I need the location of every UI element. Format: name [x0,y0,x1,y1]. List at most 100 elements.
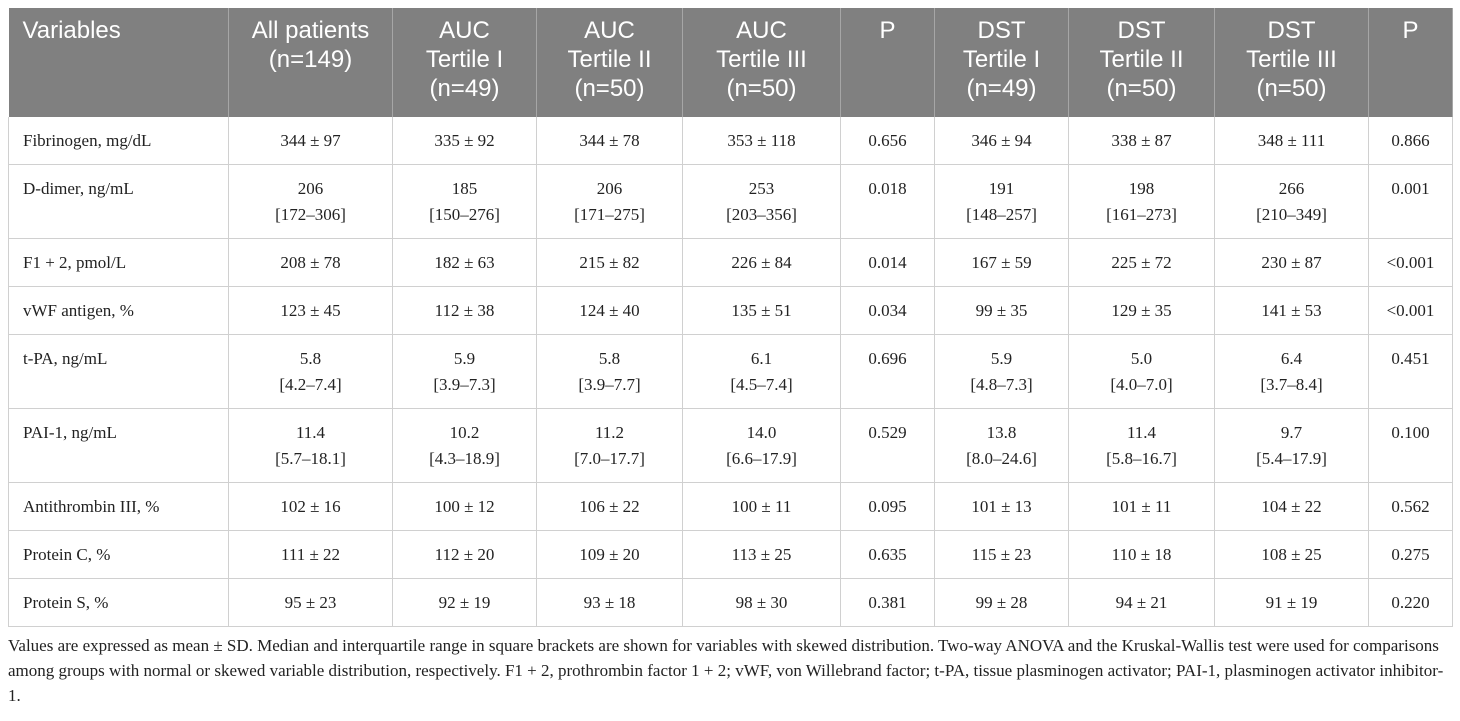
cell: 102 ± 16 [228,482,393,531]
cell-line: [4.3–18.9] [429,449,500,468]
cell-line: (n=50) [1256,75,1327,102]
row-label: Protein C, % [8,530,229,579]
cell-line: Tertile I [425,46,504,73]
header-row: Variables All patients (n=149) AUC Tertile I… [8,8,1453,117]
cell: 338 ± 87 [1068,117,1215,165]
row-label: t-PA, ng/mL [8,334,229,409]
cell-line: [3.9–7.3] [433,375,496,394]
cell: 101 ± 11 [1068,482,1215,531]
cell: 198 [161–273] [1068,164,1215,239]
cell: 13.8 [8.0–24.6] [934,408,1069,483]
cell: 100 ± 12 [392,482,537,531]
cell: 0.014 [840,238,935,287]
cell: 0.100 [1368,408,1453,483]
cell-line: [4.2–7.4] [279,375,342,394]
cell-line: Tertile II [1099,46,1184,73]
cell-line: 11.2 [594,423,625,442]
cell: 346 ± 94 [934,117,1069,165]
cell: <0.001 [1368,286,1453,335]
data-table: Variables All patients (n=149) AUC Tertile I… [8,8,1453,627]
cell: <0.001 [1368,238,1453,287]
cell-line: [161–273] [1106,205,1177,224]
cell-line: 185 [451,179,478,198]
cell-line: [3.9–7.7] [578,375,641,394]
cell: 11.2 [7.0–17.7] [536,408,683,483]
table-row: D-dimer, ng/mL 206 [172–306] 185 [150–276] 20… [8,164,1453,239]
cell: 0.275 [1368,530,1453,579]
cell: 91 ± 19 [1214,578,1369,627]
cell-line: Tertile I [962,46,1041,73]
cell: 135 ± 51 [682,286,841,335]
cell: 106 ± 22 [536,482,683,531]
header-cell: AUC Tertile III (n=50) [682,8,841,117]
cell: 9.7 [5.4–17.9] [1214,408,1369,483]
cell: 344 ± 97 [228,117,393,165]
cell-line: All patients [251,17,370,44]
cell: 6.4 [3.7–8.4] [1214,334,1369,409]
cell: 104 ± 22 [1214,482,1369,531]
cell-line: Tertile III [1246,46,1337,73]
cell-line: 5.8 [598,349,621,368]
header-cell: All patients (n=149) [228,8,393,117]
table-body: Fibrinogen, mg/dL 344 ± 97 335 ± 92 344 ± 7… [8,117,1453,627]
cell-line: 11.4 [1126,423,1157,442]
cell-line: [203–356] [726,205,797,224]
cell-line: 5.8 [299,349,322,368]
cell: 6.1 [4.5–7.4] [682,334,841,409]
cell-line: [172–306] [275,205,346,224]
row-label: vWF antigen, % [8,286,229,335]
cell: 113 ± 25 [682,530,841,579]
cell: 108 ± 25 [1214,530,1369,579]
table-row: Protein S, % 95 ± 23 92 ± 19 93 ± 18 98 ± 30… [8,578,1453,627]
cell-line: [4.8–7.3] [970,375,1033,394]
cell-line: AUC [584,17,635,44]
cell: 0.095 [840,482,935,531]
row-label: Antithrombin III, % [8,482,229,531]
cell: 0.866 [1368,117,1453,165]
cell: 92 ± 19 [392,578,537,627]
cell-line: 13.8 [986,423,1017,442]
table-row: PAI-1, ng/mL 11.4 [5.7–18.1] 10.2 [4.3–18.9]… [8,408,1453,483]
cell-line: (n=49) [966,75,1037,102]
cell: 226 ± 84 [682,238,841,287]
table-container: Variables All patients (n=149) AUC Tertile I… [8,8,1453,708]
cell-line: [6.6–17.9] [726,449,797,468]
cell-line: DST [977,17,1026,44]
cell: 5.8 [3.9–7.7] [536,334,683,409]
cell: 123 ± 45 [228,286,393,335]
cell: 5.0 [4.0–7.0] [1068,334,1215,409]
header-cell: AUC Tertile I (n=49) [392,8,537,117]
cell: 110 ± 18 [1068,530,1215,579]
cell: 0.034 [840,286,935,335]
cell: 0.656 [840,117,935,165]
cell: 109 ± 20 [536,530,683,579]
row-label: Fibrinogen, mg/dL [8,117,229,165]
cell: 215 ± 82 [536,238,683,287]
header-cell: Variables [8,8,229,117]
cell-line: 206 [297,179,324,198]
cell-line: 14.0 [746,423,777,442]
cell: 94 ± 21 [1068,578,1215,627]
cell-line: 5.9 [990,349,1013,368]
cell-line: [5.4–17.9] [1256,449,1327,468]
cell-line: 266 [1278,179,1305,198]
cell: 230 ± 87 [1214,238,1369,287]
cell: 112 ± 20 [392,530,537,579]
row-label: F1 + 2, pmol/L [8,238,229,287]
cell: 11.4 [5.7–18.1] [228,408,393,483]
cell: 11.4 [5.8–16.7] [1068,408,1215,483]
cell-line: [8.0–24.6] [966,449,1037,468]
row-label: Protein S, % [8,578,229,627]
cell: 5.9 [3.9–7.3] [392,334,537,409]
cell-line: (n=50) [1106,75,1177,102]
cell-line: Tertile II [567,46,652,73]
table-row: t-PA, ng/mL 5.8 [4.2–7.4] 5.9 [3.9–7.3] 5.8 [3… [8,334,1453,409]
table-row: Antithrombin III, % 102 ± 16 100 ± 12 106 ±… [8,482,1453,531]
cell: 191 [148–257] [934,164,1069,239]
cell: 100 ± 11 [682,482,841,531]
cell-line: P [1402,17,1419,44]
header-cell: DST Tertile III (n=50) [1214,8,1369,117]
cell: 182 ± 63 [392,238,537,287]
header-cell: P [840,8,935,117]
row-label: PAI-1, ng/mL [8,408,229,483]
